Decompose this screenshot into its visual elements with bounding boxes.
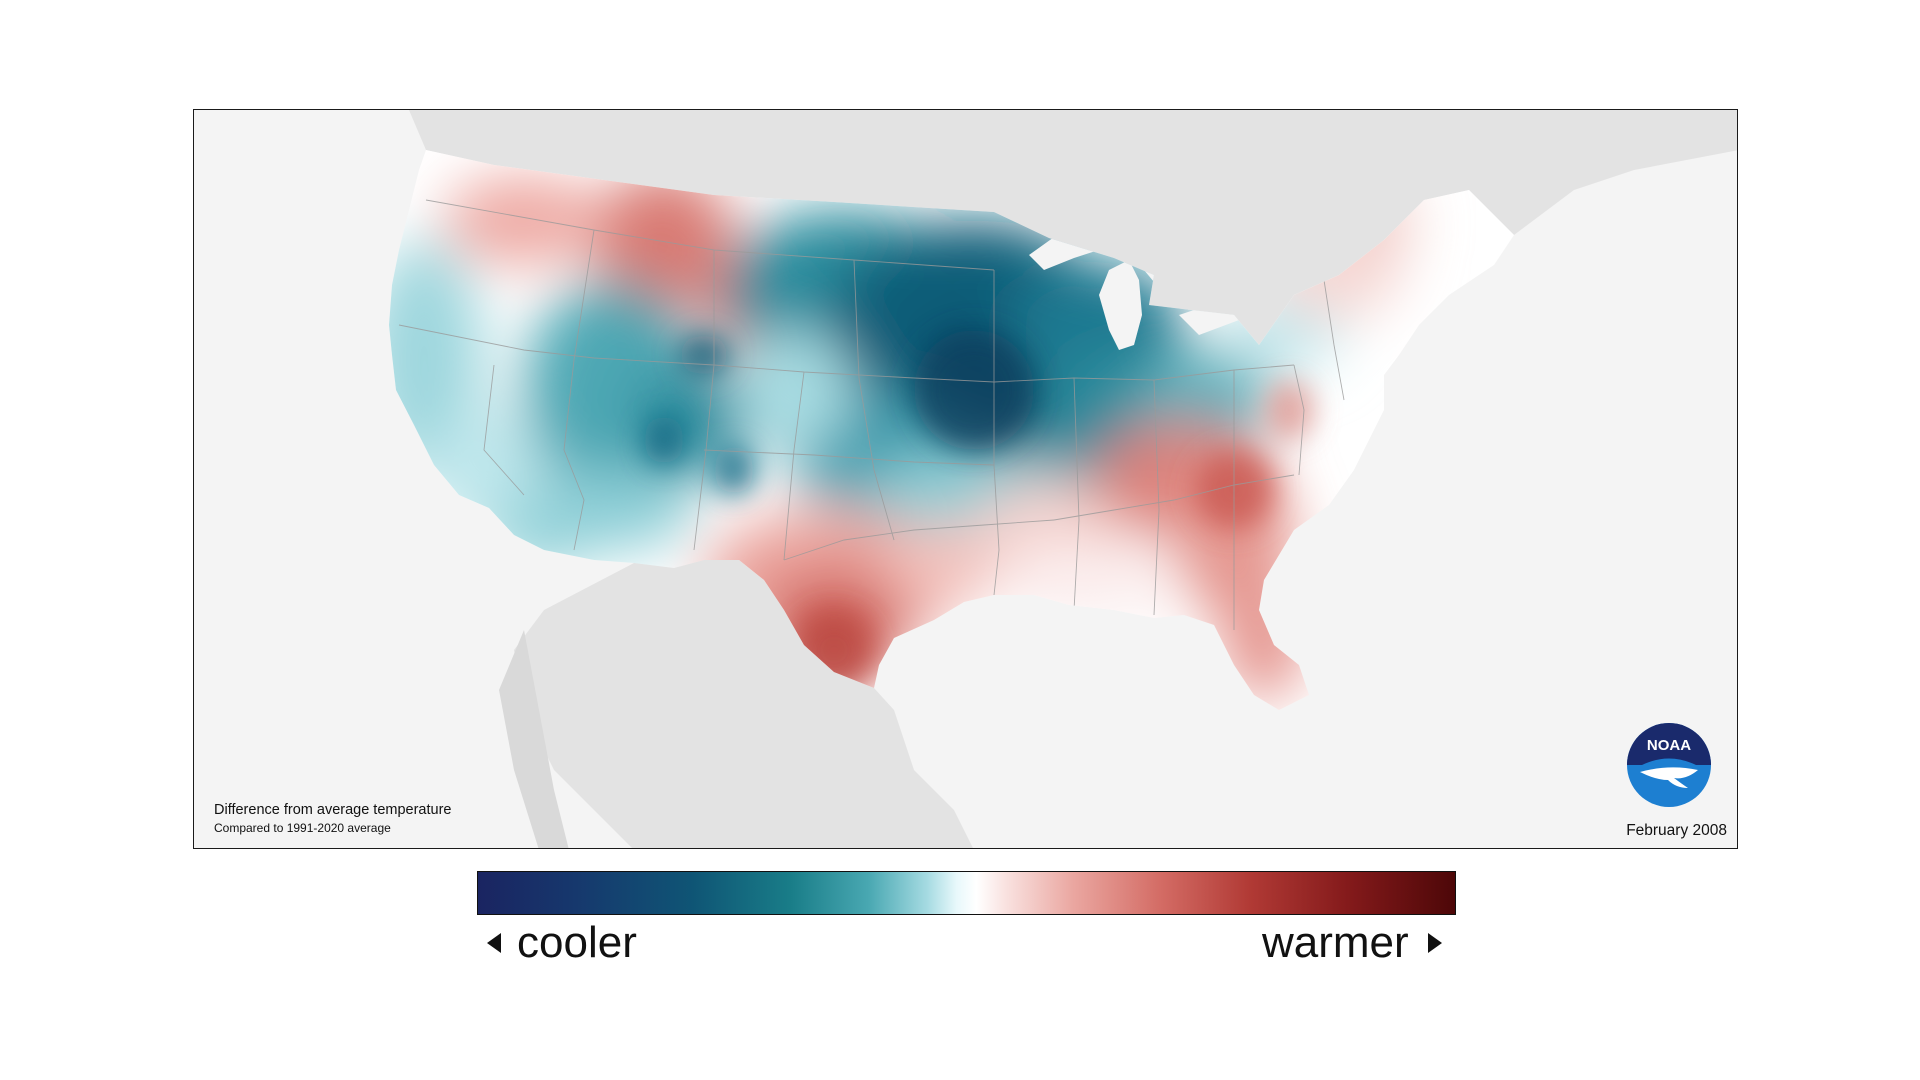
surrounding-land (399, 110, 1737, 848)
legend-color-scale (477, 871, 1456, 915)
legend-warmer-label: warmer (1262, 918, 1409, 967)
caption-sub: Compared to 1991-2020 average (214, 821, 391, 835)
caption-main: Difference from average temperature (214, 802, 452, 818)
right-triangle-icon (1428, 933, 1442, 953)
map-frame: Difference from average temperature Comp… (193, 109, 1738, 849)
legend-cooler-label: cooler (517, 918, 637, 967)
noaa-logo-text: NOAA (1647, 737, 1691, 754)
left-triangle-icon (487, 933, 501, 953)
date-label: February 2008 (1626, 822, 1727, 839)
temperature-anomaly-map (389, 110, 1737, 848)
noaa-logo: NOAA (1627, 723, 1711, 807)
state-borders (398, 199, 1345, 630)
